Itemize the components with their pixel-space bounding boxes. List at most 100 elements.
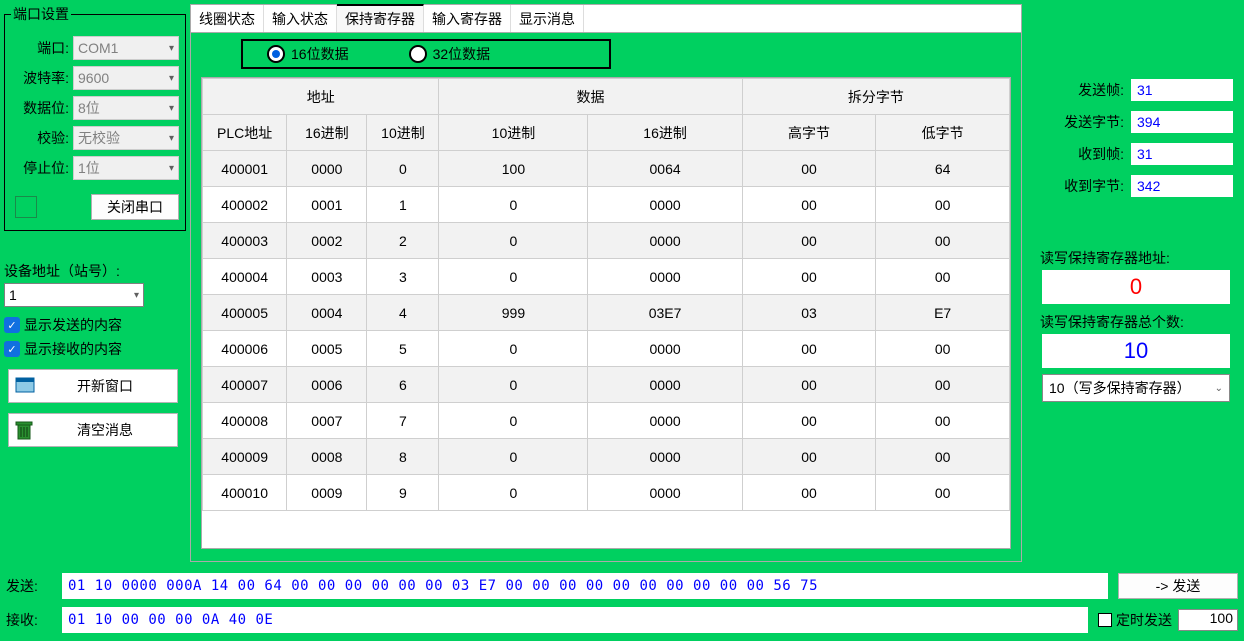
th-data-group: 数据 [439, 79, 742, 115]
chevron-down-icon: ▾ [169, 103, 174, 114]
clear-messages-button[interactable]: 清空消息 [8, 413, 178, 447]
parity-label: 校验: [11, 128, 73, 148]
tab-holding-register[interactable]: 保持寄存器 [337, 4, 424, 32]
table-cell: 400009 [203, 439, 287, 475]
recv-frames-label: 收到帧: [1038, 144, 1124, 164]
table-cell: 400006 [203, 331, 287, 367]
table-cell: 00 [742, 331, 876, 367]
baud-select[interactable]: 9600▾ [73, 66, 179, 90]
timed-send-value[interactable]: 100 [1178, 609, 1238, 631]
port-settings-legend: 端口设置 [11, 4, 71, 24]
timed-send-label: 定时发送 [1116, 610, 1172, 630]
port-select[interactable]: COM1▾ [73, 36, 179, 60]
tab-coil-status[interactable]: 线圈状态 [191, 5, 264, 32]
table-cell: 0002 [287, 223, 367, 259]
table-cell: 64 [876, 151, 1010, 187]
th-data10: 10进制 [439, 115, 588, 151]
table-cell: 00 [742, 151, 876, 187]
tab-input-status[interactable]: 输入状态 [264, 5, 337, 32]
device-address-select[interactable]: 1▾ [4, 283, 144, 307]
databits-select[interactable]: 8位▾ [73, 96, 179, 120]
new-window-button[interactable]: 开新窗口 [8, 369, 178, 403]
table-cell: 00 [742, 187, 876, 223]
register-count-value[interactable]: 10 [1042, 334, 1230, 368]
table-cell: 0000 [588, 259, 742, 295]
parity-select[interactable]: 无校验▾ [73, 126, 179, 150]
port-status-indicator [15, 196, 37, 218]
table-cell: 400002 [203, 187, 287, 223]
function-code-select[interactable]: 10（写多保持寄存器）⌄ [1042, 374, 1230, 402]
table-cell: 00 [876, 475, 1010, 511]
radio-16bit[interactable] [267, 45, 285, 63]
table-row[interactable]: 40000300022000000000 [203, 223, 1010, 259]
table-cell: 100 [439, 151, 588, 187]
tab-content: 16位数据 32位数据 地址 数据 拆分字节 PLC地址 16进制 [190, 32, 1022, 562]
table-row[interactable]: 40000400033000000000 [203, 259, 1010, 295]
tab-show-message[interactable]: 显示消息 [511, 5, 584, 32]
send-hex-label: 发送: [6, 576, 62, 596]
tab-input-register[interactable]: 输入寄存器 [424, 5, 511, 32]
table-cell: 999 [439, 295, 588, 331]
send-bytes-value: 394 [1130, 110, 1234, 134]
table-cell: 00 [742, 259, 876, 295]
table-row[interactable]: 40000900088000000000 [203, 439, 1010, 475]
table-row[interactable]: 4000010000010000640064 [203, 151, 1010, 187]
register-table: 地址 数据 拆分字节 PLC地址 16进制 10进制 10进制 16进制 高字节… [202, 78, 1010, 511]
window-icon [15, 377, 39, 395]
table-row[interactable]: 40001000099000000000 [203, 475, 1010, 511]
table-cell: 0 [439, 223, 588, 259]
table-cell: 0 [439, 187, 588, 223]
table-cell: 0000 [588, 187, 742, 223]
table-cell: 3 [367, 259, 439, 295]
recv-bytes-value: 342 [1130, 174, 1234, 198]
table-cell: 0000 [588, 439, 742, 475]
register-count-label: 读写保持寄存器总个数: [1040, 312, 1234, 332]
stats-panel: 发送帧:31 发送字节:394 收到帧:31 收到字节:342 [1032, 70, 1240, 206]
table-cell: 400007 [203, 367, 287, 403]
table-cell: 00 [742, 223, 876, 259]
table-cell: 0003 [287, 259, 367, 295]
table-cell: 400005 [203, 295, 287, 331]
th-data16: 16进制 [588, 115, 742, 151]
register-addr-value[interactable]: 0 [1042, 270, 1230, 304]
table-cell: 00 [876, 223, 1010, 259]
radio-32bit[interactable] [409, 45, 427, 63]
timed-send-checkbox[interactable] [1098, 613, 1112, 627]
table-cell: 0009 [287, 475, 367, 511]
table-cell: 4 [367, 295, 439, 331]
close-port-button[interactable]: 关闭串口 [91, 194, 179, 220]
port-label: 端口: [11, 38, 73, 58]
baud-label: 波特率: [11, 68, 73, 88]
table-row[interactable]: 40000700066000000000 [203, 367, 1010, 403]
table-row[interactable]: 40000200011000000000 [203, 187, 1010, 223]
th-dec: 10进制 [367, 115, 439, 151]
chevron-down-icon: ▾ [169, 73, 174, 84]
stopbits-select[interactable]: 1位▾ [73, 156, 179, 180]
send-button[interactable]: -> 发送 [1118, 573, 1238, 599]
trash-icon [15, 420, 39, 440]
recv-bytes-label: 收到字节: [1038, 176, 1124, 196]
table-cell: 00 [876, 187, 1010, 223]
table-cell: 0006 [287, 367, 367, 403]
table-cell: 03 [742, 295, 876, 331]
send-frames-value: 31 [1130, 78, 1234, 102]
show-recv-checkbox[interactable]: ✓ [4, 341, 20, 357]
table-cell: 0 [439, 367, 588, 403]
send-hex-value: 01 10 0000 000A 14 00 64 00 00 00 00 00 … [62, 573, 1108, 599]
table-cell: 0004 [287, 295, 367, 331]
table-cell: 03E7 [588, 295, 742, 331]
table-row[interactable]: 40000600055000000000 [203, 331, 1010, 367]
table-cell: 0000 [588, 403, 742, 439]
show-send-checkbox[interactable]: ✓ [4, 317, 20, 333]
table-row[interactable]: 4000050004499903E703E7 [203, 295, 1010, 331]
radio-32bit-label: 32位数据 [433, 44, 491, 64]
port-settings-group: 端口设置 端口: COM1▾ 波特率: 9600▾ 数据位: 8位▾ 校验: 无… [4, 4, 186, 231]
register-addr-label: 读写保持寄存器地址: [1040, 248, 1234, 268]
chevron-down-icon: ⌄ [1215, 383, 1223, 394]
stopbits-label: 停止位: [11, 158, 73, 178]
table-cell: 8 [367, 439, 439, 475]
radio-16bit-label: 16位数据 [291, 44, 349, 64]
table-row[interactable]: 40000800077000000000 [203, 403, 1010, 439]
th-hibyte: 高字节 [742, 115, 876, 151]
table-cell: 400010 [203, 475, 287, 511]
